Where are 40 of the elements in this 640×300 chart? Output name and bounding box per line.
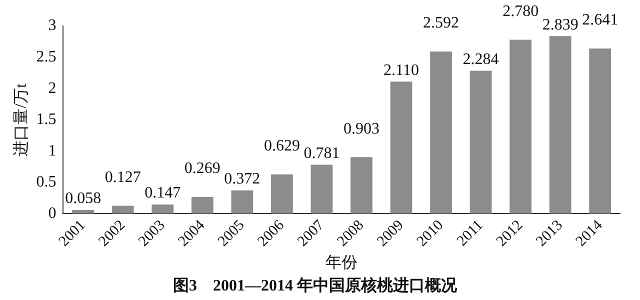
data-label: 0.629 xyxy=(264,138,300,155)
data-label: 2.839 xyxy=(542,16,578,34)
bar xyxy=(589,48,612,214)
y-tick-label: 2.5 xyxy=(36,48,56,66)
y-tick-label: 1 xyxy=(48,142,56,160)
data-label: 2.284 xyxy=(462,50,499,68)
data-label: 0.903 xyxy=(343,120,380,138)
y-tick-label: 1.5 xyxy=(36,111,56,128)
bar xyxy=(510,40,532,214)
bar xyxy=(112,206,134,214)
y-tick-label: 2 xyxy=(48,80,56,97)
bar xyxy=(350,157,372,214)
y-tick-label: 3 xyxy=(48,17,56,34)
data-label: 0.269 xyxy=(184,160,220,178)
text: 图3 2001—2014 年中国原核桃进口概况 xyxy=(173,276,458,295)
y-axis-title: 进口量/万t xyxy=(12,82,30,156)
bar xyxy=(191,196,214,214)
bar xyxy=(310,164,333,214)
data-label: 0.372 xyxy=(224,170,260,188)
bar xyxy=(549,36,572,214)
bar xyxy=(72,210,94,214)
bar xyxy=(152,204,174,214)
data-label: 0.127 xyxy=(104,168,141,186)
data-label: 0.781 xyxy=(304,145,340,162)
data-label: 0.147 xyxy=(144,184,181,202)
y-tick-label: 0 xyxy=(48,204,56,222)
data-label: 2.780 xyxy=(502,2,539,20)
x-tick-label: 2011 xyxy=(454,217,486,250)
bar xyxy=(430,52,452,214)
data-label: 2.110 xyxy=(384,62,419,79)
bar xyxy=(470,70,492,214)
x-axis-title: 年份 xyxy=(326,254,358,272)
data-label: 2.592 xyxy=(423,14,460,32)
y-tick-label: 0.5 xyxy=(36,174,56,191)
bar xyxy=(390,82,412,214)
x-tick-label: 2001 xyxy=(56,217,89,250)
bar xyxy=(271,174,293,214)
bar xyxy=(231,190,254,214)
data-label: 0.058 xyxy=(65,190,102,208)
data-label: 2.641 xyxy=(582,12,618,29)
